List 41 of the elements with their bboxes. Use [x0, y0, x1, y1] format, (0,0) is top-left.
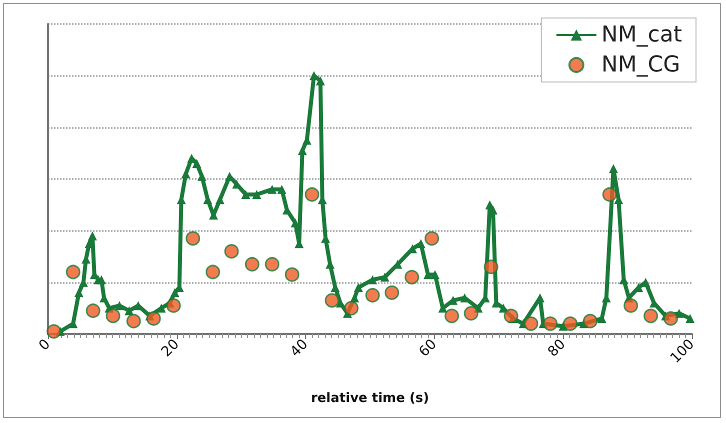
point [324, 293, 340, 308]
point [444, 308, 460, 324]
point [304, 187, 320, 202]
point [624, 298, 638, 313]
point [206, 264, 220, 280]
point [284, 267, 300, 282]
point [264, 257, 280, 272]
point [664, 311, 678, 326]
legend-label: NM_CG [601, 52, 680, 78]
point [244, 257, 260, 272]
point [365, 288, 380, 302]
point [186, 231, 200, 246]
x-tick-label: 40 [287, 336, 312, 360]
x-tick-label: 80 [544, 336, 569, 360]
point [563, 316, 578, 331]
x-tick-label: 60 [416, 336, 440, 360]
point [404, 270, 420, 284]
point [384, 285, 400, 300]
point [86, 304, 100, 318]
point [344, 300, 359, 316]
point [66, 264, 80, 280]
point [602, 187, 617, 202]
point [484, 260, 498, 274]
point [543, 316, 558, 331]
point [464, 306, 478, 321]
legend-label: NM_cat [601, 22, 682, 48]
point [106, 308, 120, 324]
x-tick-label: 100 [667, 336, 698, 367]
point [146, 311, 161, 326]
x-axis-title: relative time (s) [310, 391, 430, 406]
point [126, 314, 141, 328]
point [644, 308, 658, 324]
x-tick-label: 0 [36, 336, 54, 354]
point [504, 308, 518, 324]
point [424, 231, 440, 246]
point [583, 314, 598, 328]
point [46, 324, 62, 339]
point [524, 316, 538, 331]
point [224, 244, 239, 259]
point [166, 298, 181, 313]
x-tick-label: 20 [158, 336, 182, 360]
